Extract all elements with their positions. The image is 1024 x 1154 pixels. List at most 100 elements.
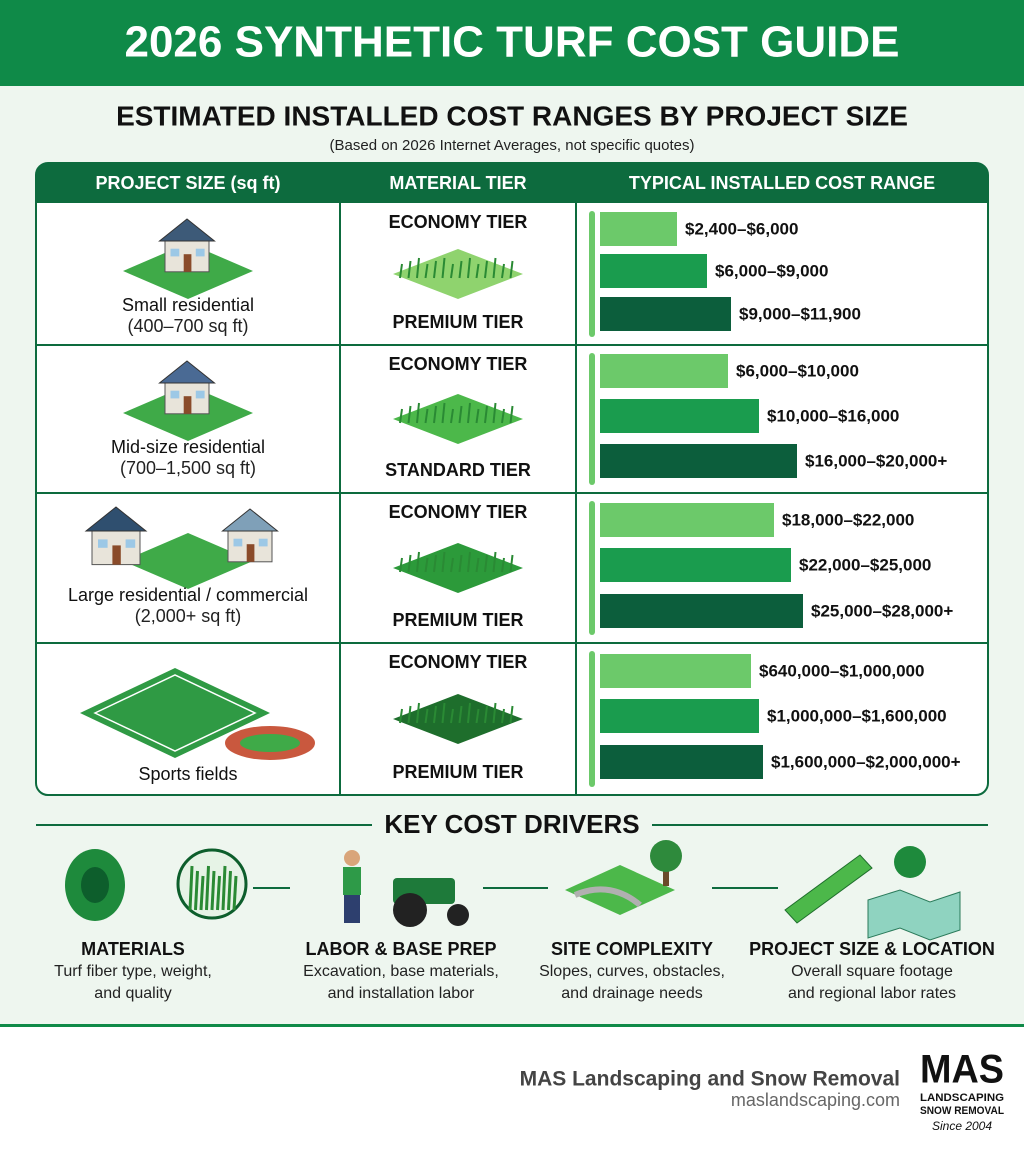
grass-blade: [492, 402, 497, 424]
column-header: PROJECT SIZE (sq ft): [95, 173, 280, 193]
grass-blade: [424, 263, 429, 279]
logo: MAS LANDSCAPING SNOW REMOVAL Since 2004: [920, 1048, 1004, 1134]
logo-mark: MAS: [920, 1048, 1004, 1092]
header-bar: [0, 0, 1024, 86]
grass-blade: [221, 865, 227, 911]
grass-blade: [433, 705, 437, 724]
grass-blade: [501, 708, 505, 724]
tier-label: ECONOMY TIER: [389, 652, 528, 672]
house-door: [112, 545, 121, 565]
logo-line: SNOW REMOVAL: [920, 1105, 1004, 1117]
size-range: (2,000+ sq ft): [135, 606, 242, 626]
cost-range: $1,600,000–$2,000,000+: [771, 752, 961, 771]
map-pin: [894, 846, 926, 878]
grass-blade: [416, 702, 420, 724]
company-name: MAS Landscaping and Snow Removal: [520, 1068, 900, 1091]
cost-range: $16,000–$20,000+: [805, 451, 947, 470]
cost-range: $22,000–$25,000: [799, 555, 931, 574]
footer-line: [0, 1024, 1024, 1027]
page-title: 2026 SYNTHETIC TURF COST GUIDE: [124, 18, 899, 67]
house-window: [170, 248, 180, 257]
worker-body: [343, 867, 361, 895]
tree-top: [650, 840, 682, 872]
grass-blade: [407, 405, 412, 424]
cost-range: $6,000–$9,000: [715, 261, 828, 280]
grass-blade: [458, 260, 463, 279]
cost-bar: [600, 399, 759, 433]
cost-bar: [600, 212, 677, 246]
grass-blade: [433, 405, 437, 424]
turf-patch: [393, 694, 523, 744]
grass-blade: [441, 551, 446, 573]
grass-blade: [509, 705, 514, 724]
grass-blade: [467, 402, 471, 424]
path-curve: [573, 886, 642, 908]
grass-blade: [484, 260, 488, 279]
grass-blade: [458, 554, 463, 573]
website: maslandscaping.com: [731, 1090, 900, 1110]
grass-blade: [205, 865, 210, 911]
tier-label: ECONOMY TIER: [389, 354, 528, 374]
logo-since: Since 2004: [932, 1119, 992, 1133]
grass-blade: [509, 260, 514, 279]
cost-bar: [600, 654, 751, 688]
table-row: Small residential(400–700 sq ft) ECONOMY …: [36, 211, 988, 346]
grass-blade: [433, 260, 437, 279]
grass-blade: [458, 405, 463, 424]
cost-bar: [600, 548, 791, 582]
turf-roll-end: [81, 867, 109, 903]
driver-description: Slopes, curves, obstacles,: [539, 963, 725, 980]
grass-blade: [467, 702, 471, 724]
grass-blade: [194, 870, 199, 911]
grass-blade: [210, 870, 216, 911]
driver-description: Excavation, base materials,: [303, 963, 499, 980]
grass-blade: [416, 551, 420, 573]
grass-blade: [458, 705, 463, 724]
table-header: [36, 163, 988, 203]
house-door: [183, 396, 192, 414]
house-door: [183, 254, 192, 272]
grass-blade: [441, 257, 446, 279]
tractor-wheel: [447, 904, 469, 926]
turf-patch: [80, 668, 270, 758]
grass-blade: [216, 875, 221, 911]
grass-blade: [416, 402, 420, 424]
grass-blade: [407, 260, 412, 279]
drivers-title: KEY COST DRIVERS: [384, 809, 639, 839]
grass-blade: [232, 875, 238, 911]
grass-blade: [467, 257, 471, 279]
grass-blade: [424, 557, 429, 573]
grass-blade: [475, 263, 480, 279]
driver-description: Overall square footage: [791, 963, 953, 980]
grass-blade: [450, 708, 454, 724]
grass-blade: [484, 554, 488, 573]
driver-title: PROJECT SIZE & LOCATION: [749, 939, 995, 959]
house-window: [233, 538, 243, 547]
house-roof: [221, 508, 279, 532]
tier-label: PREMIUM TIER: [392, 762, 523, 782]
map: [867, 889, 961, 941]
grass-blade: [475, 408, 480, 424]
house-roof: [158, 218, 216, 242]
table-note: (Based on 2026 Internet Averages, not sp…: [330, 137, 695, 154]
ruler: [784, 854, 873, 924]
table-row: Large residential / commercial(2,000+ sq…: [36, 501, 988, 644]
grass-blade: [501, 557, 505, 573]
driver-description: and drainage needs: [561, 985, 702, 1002]
grass-blade: [407, 554, 412, 573]
grass-blade: [424, 708, 429, 724]
grass-blade: [509, 405, 514, 424]
cost-range: $640,000–$1,000,000: [759, 661, 924, 680]
turf-patch: [393, 249, 523, 299]
house-window: [98, 539, 108, 548]
cost-range: $1,000,000–$1,600,000: [767, 706, 947, 725]
grass-blade: [399, 557, 403, 573]
project-size: Sports fields: [138, 764, 237, 784]
driver-description: and quality: [94, 985, 171, 1002]
cost-range: $25,000–$28,000+: [811, 601, 953, 620]
driver-description: Turf fiber type, weight,: [54, 963, 212, 980]
size-range: (400–700 sq ft): [127, 316, 248, 336]
grass-blade: [433, 554, 437, 573]
house-window: [170, 390, 180, 399]
